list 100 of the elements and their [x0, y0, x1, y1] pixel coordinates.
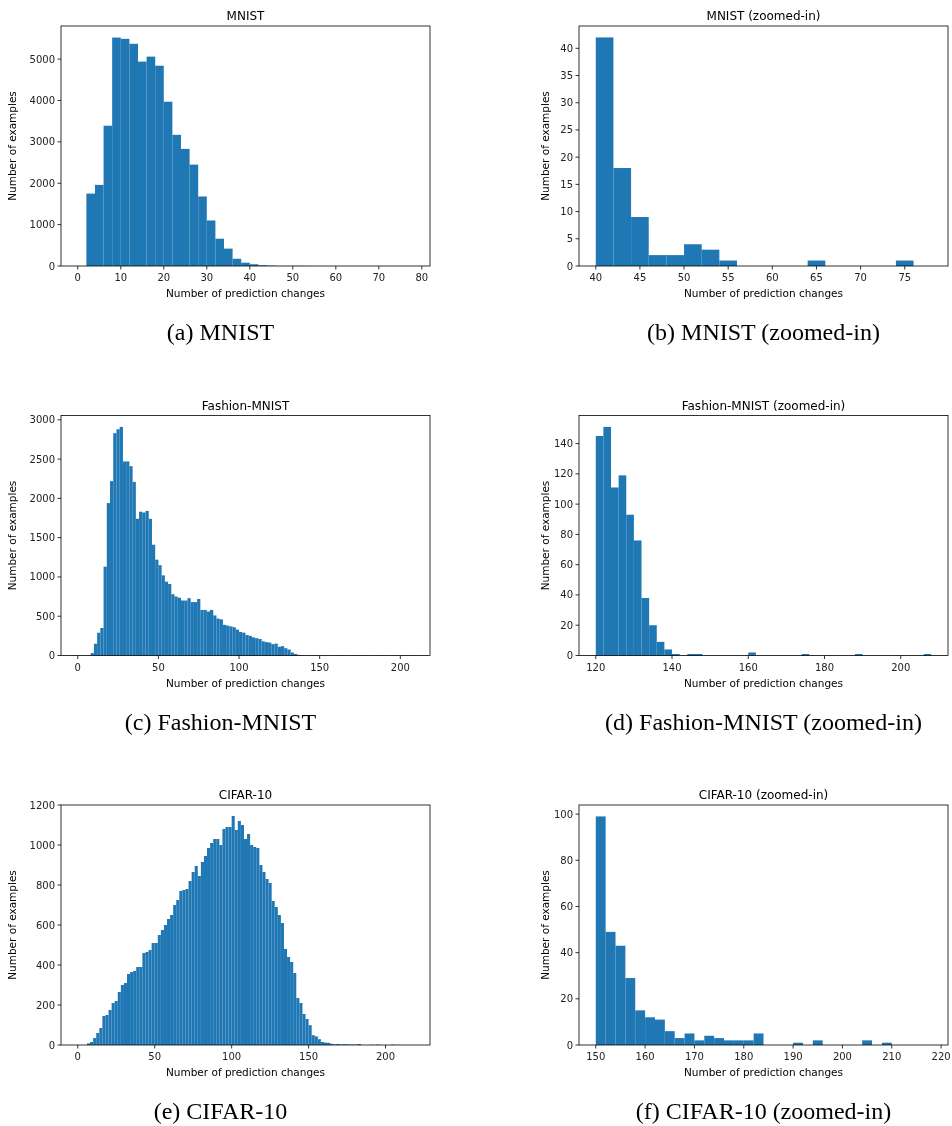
y-tick-label: 0 [566, 1039, 573, 1051]
x-tick-label: 140 [662, 661, 682, 673]
x-axis-title: Number of prediction changes [165, 1066, 326, 1078]
text: (f) CIFAR-10 (zoomed-in) [635, 1098, 892, 1124]
x-axis-title: Number of prediction changes [165, 676, 326, 689]
x-tick-label: 180 [814, 661, 835, 673]
y-tick-label: 5 [566, 233, 573, 245]
y-tick-label: 35 [560, 70, 573, 82]
y-tick-label: 200 [35, 999, 55, 1011]
x-tick-label: 190 [783, 1051, 803, 1062]
y-tick-label: 15 [560, 178, 573, 190]
y-tick-label: 140 [553, 438, 573, 450]
x-tick-label: 50 [148, 1051, 162, 1062]
y-tick-label: 0 [48, 1039, 55, 1051]
chart-title: MNIST [226, 9, 266, 23]
x-tick-label: 45 [633, 272, 647, 283]
y-tick-label: 20 [560, 993, 573, 1005]
x-tick-label: 60 [765, 272, 779, 283]
text: (a) MNIST [166, 319, 275, 345]
y-tick-label: 0 [566, 650, 573, 661]
x-tick-label: 160 [738, 661, 758, 673]
x-tick-label: 75 [898, 272, 912, 283]
x-tick-label: 65 [810, 272, 823, 283]
x-axis-title: Number of prediction changes [683, 287, 844, 299]
y-tick-label: 800 [35, 879, 55, 891]
y-tick-label: 40 [560, 42, 573, 54]
y-tick-label: 400 [35, 959, 55, 971]
y-tick-label: 60 [560, 900, 573, 912]
x-tick-label: 220 [931, 1051, 951, 1062]
x-tick-label: 200 [390, 661, 410, 673]
x-tick-label: 0 [74, 1051, 81, 1062]
x-tick-label: 50 [286, 272, 300, 283]
y-tick-label: 120 [553, 468, 573, 480]
x-tick-label: 150 [586, 1051, 606, 1062]
x-tick-label: 10 [114, 272, 128, 283]
y-tick-label: 40 [560, 947, 573, 959]
y-axis-title: Number of examples [539, 91, 551, 201]
text: (b) MNIST (zoomed-in) [647, 319, 880, 345]
x-tick-label: 20 [157, 272, 171, 283]
chart-title: Fashion-MNIST [201, 398, 290, 413]
x-axis-title: Number of prediction changes [683, 676, 844, 689]
y-tick-label: 1000 [29, 571, 55, 583]
y-tick-label: 30 [560, 97, 573, 109]
y-tick-label: 1000 [29, 219, 55, 231]
x-tick-label: 50 [677, 272, 691, 283]
x-axis-title: Number of prediction changes [683, 1066, 844, 1078]
y-tick-label: 2000 [29, 492, 55, 504]
y-tick-label: 80 [560, 528, 573, 540]
chart-title: Fashion-MNIST (zoomed-in) [681, 398, 846, 413]
y-axis-title: Number of examples [539, 870, 551, 980]
x-tick-label: 160 [635, 1051, 655, 1062]
y-tick-label: 500 [35, 610, 55, 622]
x-tick-label: 120 [586, 661, 606, 673]
chart-title: MNIST (zoomed-in) [706, 9, 821, 23]
y-axis-title: Number of examples [6, 480, 18, 591]
y-tick-label: 100 [553, 498, 573, 510]
x-tick-label: 170 [684, 1051, 704, 1062]
y-tick-label: 1000 [29, 839, 55, 851]
x-tick-label: 200 [891, 661, 911, 673]
x-tick-label: 80 [415, 272, 429, 283]
y-tick-label: 10 [560, 206, 573, 218]
text: (d) Fashion-MNIST (zoomed-in) [605, 708, 922, 735]
x-tick-label: 100 [222, 1051, 242, 1062]
chart-title: CIFAR-10 [218, 788, 273, 802]
x-tick-label: 55 [721, 272, 735, 283]
y-tick-label: 2500 [29, 453, 55, 465]
y-tick-label: 5000 [29, 53, 55, 65]
x-axis-title: Number of prediction changes [165, 287, 326, 299]
y-tick-label: 4000 [29, 94, 55, 106]
x-tick-label: 0 [74, 272, 81, 283]
x-tick-label: 40 [243, 272, 257, 283]
x-tick-label: 70 [372, 272, 386, 283]
y-tick-label: 0 [566, 260, 573, 272]
y-tick-label: 3000 [29, 136, 55, 148]
y-tick-label: 60 [560, 559, 573, 571]
y-tick-label: 0 [48, 650, 55, 661]
x-tick-label: 100 [229, 661, 249, 673]
text: (e) CIFAR-10 [153, 1098, 288, 1124]
y-tick-label: 20 [560, 619, 573, 631]
x-tick-label: 150 [299, 1051, 319, 1062]
y-tick-label: 100 [553, 808, 573, 820]
x-tick-label: 30 [200, 272, 214, 283]
x-tick-label: 70 [854, 272, 867, 283]
x-tick-label: 0 [74, 661, 81, 673]
y-tick-label: 2000 [29, 177, 55, 189]
y-tick-label: 20 [560, 151, 573, 163]
x-tick-label: 180 [734, 1051, 754, 1062]
y-tick-label: 3000 [29, 414, 55, 426]
y-tick-label: 600 [35, 919, 55, 931]
text: (c) Fashion-MNIST [124, 708, 317, 735]
x-tick-label: 210 [882, 1051, 902, 1062]
x-tick-label: 150 [310, 661, 330, 673]
y-axis-title: Number of examples [539, 480, 551, 591]
y-tick-label: 1500 [29, 532, 55, 544]
x-tick-label: 40 [589, 272, 603, 283]
y-tick-label: 0 [48, 260, 55, 272]
y-tick-label: 80 [560, 854, 573, 866]
y-tick-label: 25 [560, 124, 573, 136]
x-tick-label: 50 [152, 661, 165, 673]
y-tick-label: 1200 [29, 799, 55, 811]
